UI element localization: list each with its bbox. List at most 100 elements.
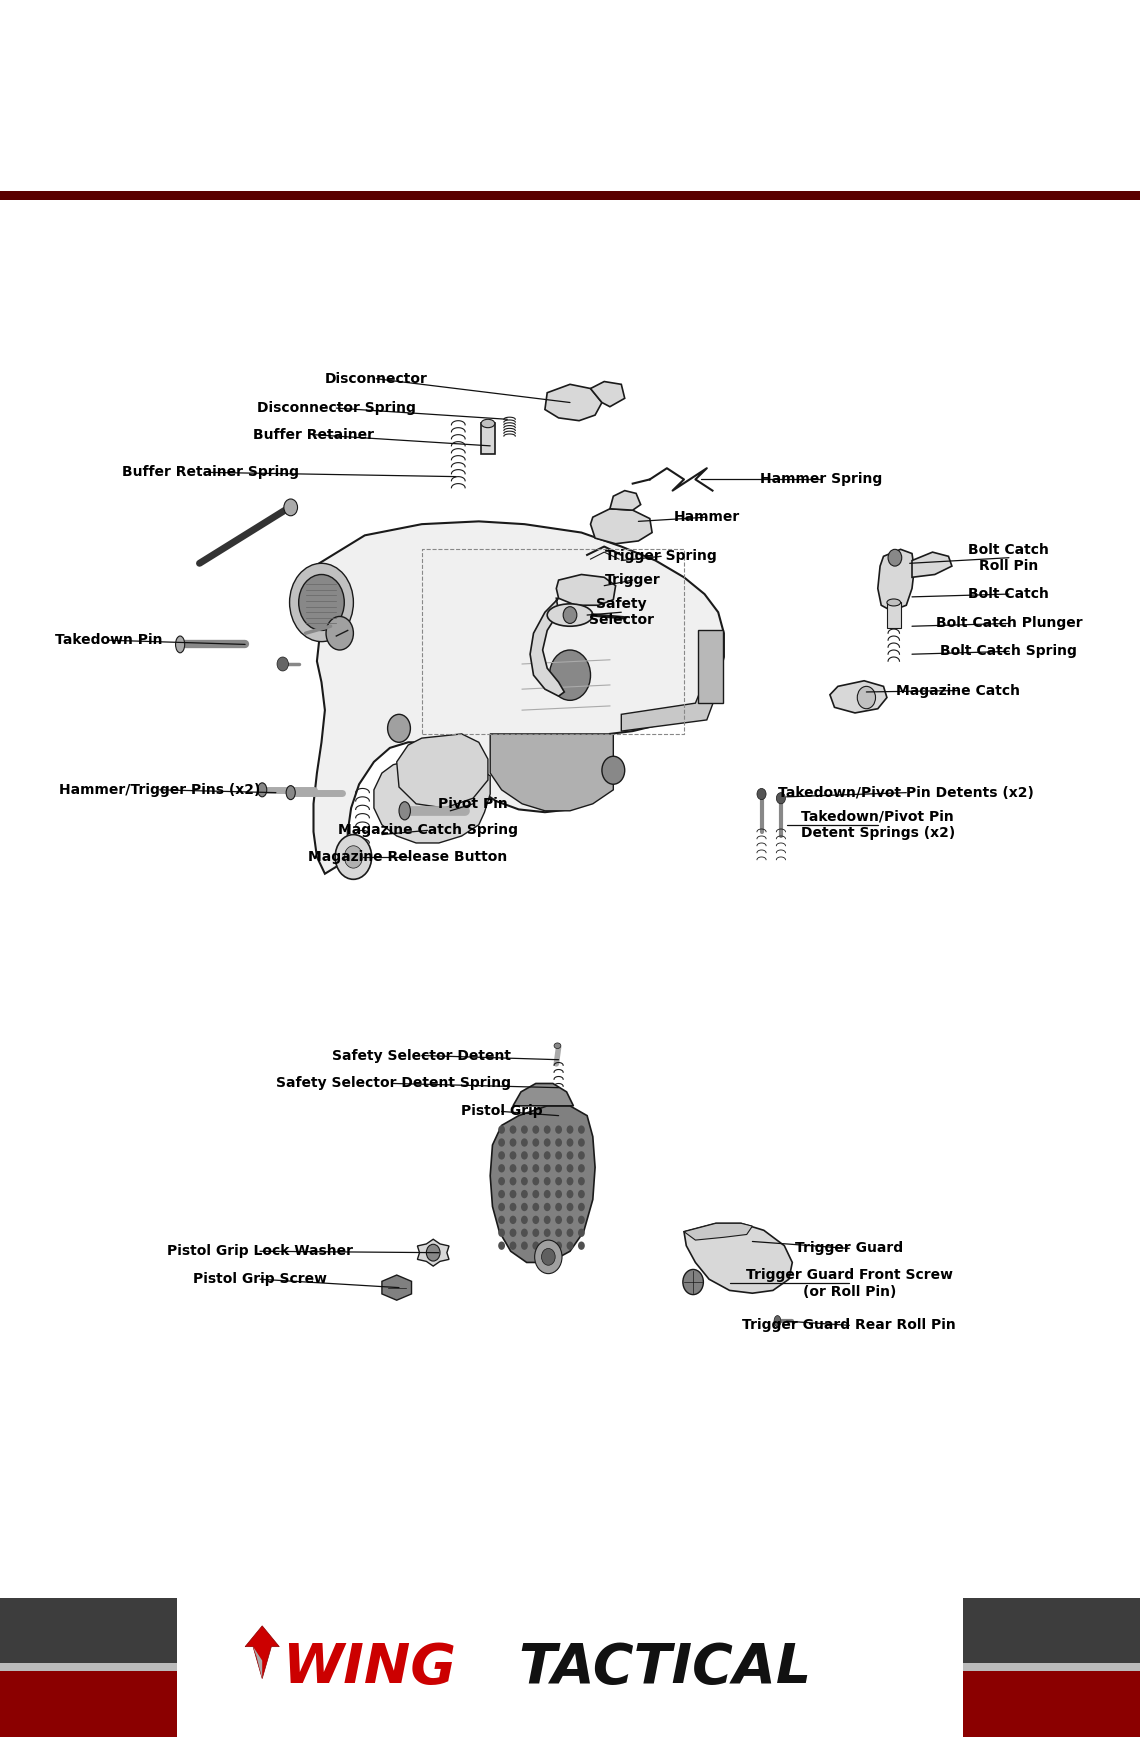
Text: Buffer Retainer Spring: Buffer Retainer Spring	[122, 466, 300, 479]
Bar	[698, 631, 723, 703]
Circle shape	[578, 1152, 585, 1160]
Circle shape	[542, 1249, 555, 1265]
Circle shape	[555, 1152, 562, 1160]
Polygon shape	[513, 1084, 573, 1106]
Circle shape	[521, 1242, 528, 1251]
Ellipse shape	[399, 802, 410, 820]
Text: Safety
Selector: Safety Selector	[588, 598, 654, 627]
Text: Hammer Spring: Hammer Spring	[759, 472, 882, 486]
Text: Pistol Grip Screw: Pistol Grip Screw	[193, 1271, 327, 1285]
Circle shape	[498, 1202, 505, 1211]
Polygon shape	[314, 521, 724, 874]
Circle shape	[532, 1242, 539, 1251]
Bar	[0, 1664, 177, 1671]
Circle shape	[888, 549, 902, 566]
Polygon shape	[591, 509, 652, 544]
Circle shape	[578, 1138, 585, 1146]
Circle shape	[510, 1126, 516, 1134]
Text: Takedown Pin: Takedown Pin	[55, 634, 162, 648]
Bar	[963, 1598, 1140, 1668]
Circle shape	[555, 1202, 562, 1211]
Text: Magazine Catch: Magazine Catch	[896, 684, 1019, 698]
Circle shape	[544, 1242, 551, 1251]
Circle shape	[498, 1228, 505, 1237]
Circle shape	[544, 1126, 551, 1134]
Circle shape	[284, 499, 298, 516]
Text: Safety Selector Detent Spring: Safety Selector Detent Spring	[276, 1077, 511, 1091]
Polygon shape	[530, 598, 564, 697]
Circle shape	[521, 1202, 528, 1211]
Circle shape	[498, 1164, 505, 1172]
Ellipse shape	[481, 419, 495, 427]
Text: Trigger Guard: Trigger Guard	[796, 1242, 903, 1256]
Text: Magazine Catch Spring: Magazine Catch Spring	[337, 823, 518, 837]
Circle shape	[344, 846, 363, 868]
Circle shape	[555, 1164, 562, 1172]
Circle shape	[290, 563, 353, 641]
Circle shape	[277, 657, 288, 670]
Polygon shape	[245, 1626, 279, 1678]
Circle shape	[498, 1216, 505, 1225]
Text: Disconnector Spring: Disconnector Spring	[256, 401, 416, 415]
Polygon shape	[382, 1275, 412, 1301]
Circle shape	[521, 1152, 528, 1160]
Circle shape	[567, 1242, 573, 1251]
Circle shape	[426, 1244, 440, 1261]
Polygon shape	[830, 681, 887, 712]
Circle shape	[544, 1190, 551, 1199]
Circle shape	[578, 1190, 585, 1199]
Polygon shape	[591, 382, 625, 406]
Circle shape	[498, 1138, 505, 1146]
Text: Pistol Grip Lock Washer: Pistol Grip Lock Washer	[166, 1244, 353, 1258]
Circle shape	[567, 1216, 573, 1225]
Circle shape	[544, 1164, 551, 1172]
Circle shape	[555, 1216, 562, 1225]
Circle shape	[521, 1228, 528, 1237]
Circle shape	[299, 575, 344, 631]
Polygon shape	[912, 552, 952, 577]
Circle shape	[544, 1202, 551, 1211]
Circle shape	[555, 1178, 562, 1185]
Text: Trigger Guard Rear Roll Pin: Trigger Guard Rear Roll Pin	[742, 1318, 956, 1332]
Circle shape	[683, 1270, 703, 1294]
Circle shape	[555, 1138, 562, 1146]
Circle shape	[510, 1164, 516, 1172]
Circle shape	[567, 1190, 573, 1199]
Circle shape	[544, 1138, 551, 1146]
Polygon shape	[545, 384, 602, 420]
Circle shape	[521, 1190, 528, 1199]
Circle shape	[532, 1216, 539, 1225]
Circle shape	[521, 1138, 528, 1146]
Text: Pistol Grip: Pistol Grip	[461, 1105, 543, 1119]
Text: Buffer Retainer: Buffer Retainer	[253, 427, 374, 441]
Circle shape	[776, 792, 785, 804]
Circle shape	[532, 1152, 539, 1160]
Text: Disconnector: Disconnector	[325, 372, 428, 386]
Bar	[0, 191, 1140, 200]
Circle shape	[567, 1138, 573, 1146]
Text: TACTICAL: TACTICAL	[519, 1640, 812, 1695]
Polygon shape	[556, 575, 616, 604]
Polygon shape	[621, 669, 718, 731]
Text: Takedown/Pivot Pin Detents (x2): Takedown/Pivot Pin Detents (x2)	[779, 785, 1034, 799]
Ellipse shape	[887, 599, 901, 606]
Ellipse shape	[547, 604, 593, 627]
Circle shape	[578, 1164, 585, 1172]
Circle shape	[326, 617, 353, 650]
Bar	[481, 424, 495, 455]
Ellipse shape	[258, 783, 267, 797]
Circle shape	[567, 1152, 573, 1160]
Polygon shape	[374, 763, 490, 842]
Circle shape	[532, 1190, 539, 1199]
Circle shape	[498, 1242, 505, 1251]
Circle shape	[563, 606, 577, 624]
Circle shape	[578, 1216, 585, 1225]
Circle shape	[578, 1126, 585, 1134]
Polygon shape	[684, 1223, 792, 1294]
Circle shape	[498, 1126, 505, 1134]
Circle shape	[521, 1164, 528, 1172]
Polygon shape	[610, 490, 641, 511]
Circle shape	[555, 1190, 562, 1199]
Text: Takedown/Pivot Pin
Detent Springs (x2): Takedown/Pivot Pin Detent Springs (x2)	[800, 809, 955, 841]
Circle shape	[857, 686, 876, 709]
